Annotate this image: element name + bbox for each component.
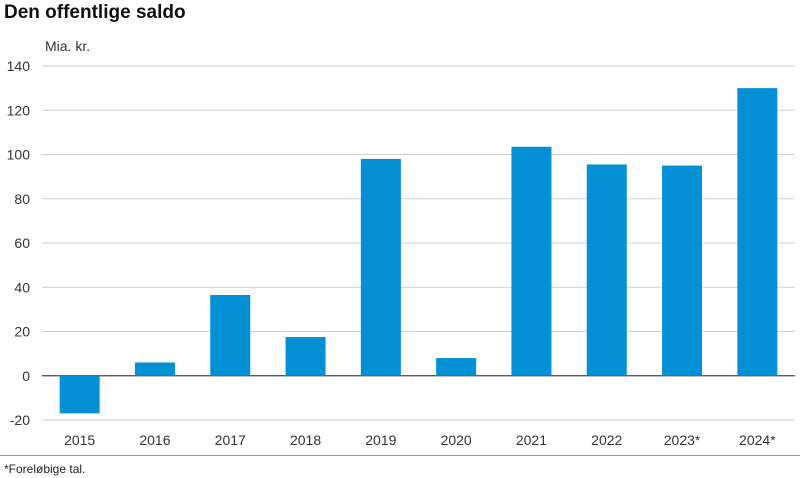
y-tick-label: -20 <box>10 412 30 428</box>
y-tick-label: 140 <box>7 58 31 74</box>
y-tick-label: 20 <box>14 324 30 340</box>
bar-2021 <box>511 146 552 376</box>
x-tick-label: 2022 <box>591 432 622 448</box>
y-tick-label: 80 <box>14 191 30 207</box>
x-tick-label: 2020 <box>441 432 472 448</box>
bar-2019 <box>360 158 401 376</box>
x-tick-label: 2021 <box>516 432 547 448</box>
footnote: *Foreløbige tal. <box>4 462 86 476</box>
bar-2023 <box>662 165 703 376</box>
x-tick-labels: 2015 2016 2017 2018 2019 2020 2021 2022 2023* 202… <box>64 432 776 448</box>
y-tick-label: 100 <box>7 147 31 163</box>
x-tick-label: 2018 <box>290 432 321 448</box>
y-tick-labels: -20 0 20 40 60 80 100 120 140 <box>7 58 31 428</box>
x-tick-label: 2016 <box>139 432 170 448</box>
chart-title: Den offentlige saldo <box>4 2 186 23</box>
bar-2022 <box>586 164 627 376</box>
bar-2015 <box>59 375 100 414</box>
y-axis-unit-label: Mia. kr. <box>45 38 91 54</box>
x-tick-label: 2019 <box>365 432 396 448</box>
bar-2016 <box>134 362 175 376</box>
bar-2017 <box>210 294 251 376</box>
x-tick-label: 2017 <box>215 432 246 448</box>
footnote-divider <box>0 455 800 456</box>
y-tick-label: 60 <box>14 235 30 251</box>
y-tick-label: 40 <box>14 279 30 295</box>
bar-2018 <box>285 337 326 376</box>
x-tick-label: 2015 <box>64 432 95 448</box>
bar-2024 <box>737 88 778 376</box>
bar-2020 <box>436 358 477 376</box>
x-tick-label: 2023* <box>664 432 701 448</box>
y-tick-label: 120 <box>7 102 31 118</box>
x-tick-label: 2024* <box>739 432 776 448</box>
y-tick-label: 0 <box>22 368 30 384</box>
bars <box>59 88 778 414</box>
